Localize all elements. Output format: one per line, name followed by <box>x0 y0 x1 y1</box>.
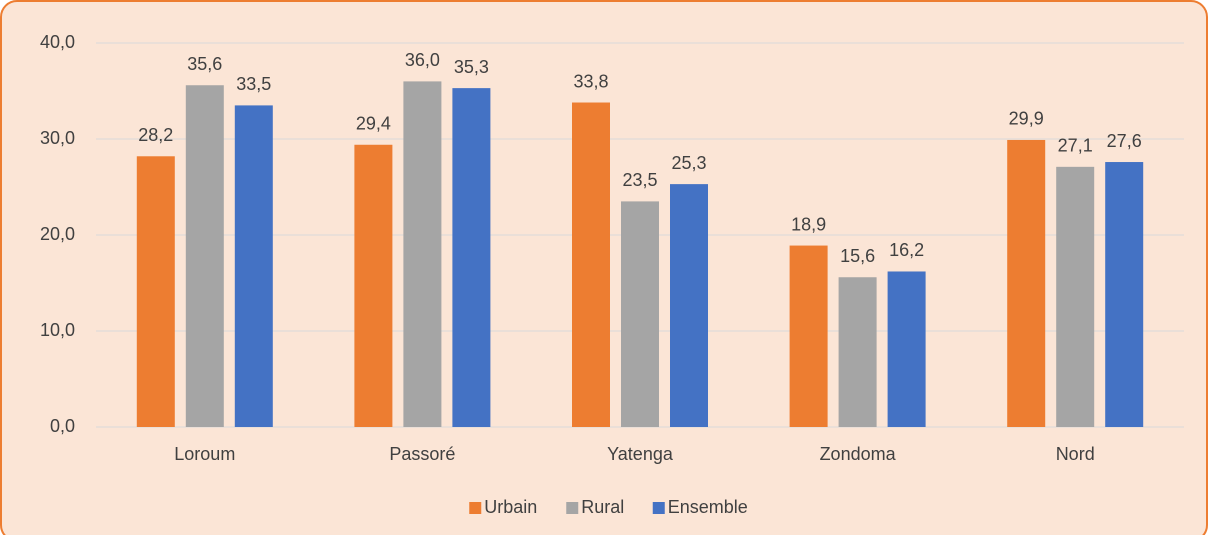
data-label: 33,8 <box>573 71 608 91</box>
bar <box>789 245 828 427</box>
bar <box>621 201 659 427</box>
x-tick-label: Loroum <box>174 444 235 464</box>
legend-swatch <box>566 502 579 514</box>
data-label: 15,6 <box>840 246 875 266</box>
data-label: 35,6 <box>187 54 222 74</box>
bar <box>1105 162 1144 428</box>
bar <box>354 144 393 427</box>
y-tick-label: 30,0 <box>40 128 75 148</box>
y-tick-label: 40,0 <box>40 32 75 52</box>
y-tick-label: 0,0 <box>50 416 75 436</box>
data-label: 29,4 <box>356 114 391 134</box>
legend-swatch <box>469 502 482 514</box>
bar <box>572 102 610 428</box>
bar <box>670 184 708 427</box>
bar <box>136 156 175 427</box>
data-label: 29,9 <box>1009 109 1044 129</box>
data-label: 28,2 <box>138 125 173 145</box>
bar <box>185 85 224 428</box>
bar <box>838 277 877 427</box>
y-tick-label: 10,0 <box>40 320 75 340</box>
legend-label: Rural <box>581 497 624 517</box>
bar <box>234 105 273 428</box>
y-tick-label: 20,0 <box>40 224 75 244</box>
data-label: 36,0 <box>405 50 440 70</box>
legend-label: Ensemble <box>668 497 748 517</box>
data-label: 16,2 <box>889 240 924 260</box>
data-label: 25,3 <box>671 153 706 173</box>
bar <box>452 88 491 428</box>
legend-label: Urbain <box>484 497 537 517</box>
data-label: 33,5 <box>236 74 271 94</box>
x-tick-label: Nord <box>1056 444 1095 464</box>
data-label: 27,1 <box>1058 136 1093 156</box>
legend-swatch <box>652 502 665 514</box>
bar <box>1056 166 1095 427</box>
data-label: 27,6 <box>1107 131 1142 151</box>
x-tick-label: Yatenga <box>607 444 674 464</box>
data-label: 18,9 <box>791 214 826 234</box>
x-tick-label: Passoré <box>389 444 455 464</box>
data-label: 35,3 <box>454 57 489 77</box>
bar <box>887 271 926 427</box>
bar <box>1007 139 1046 427</box>
data-label: 23,5 <box>622 170 657 190</box>
bar <box>403 81 442 428</box>
x-tick-label: Zondoma <box>820 444 897 464</box>
